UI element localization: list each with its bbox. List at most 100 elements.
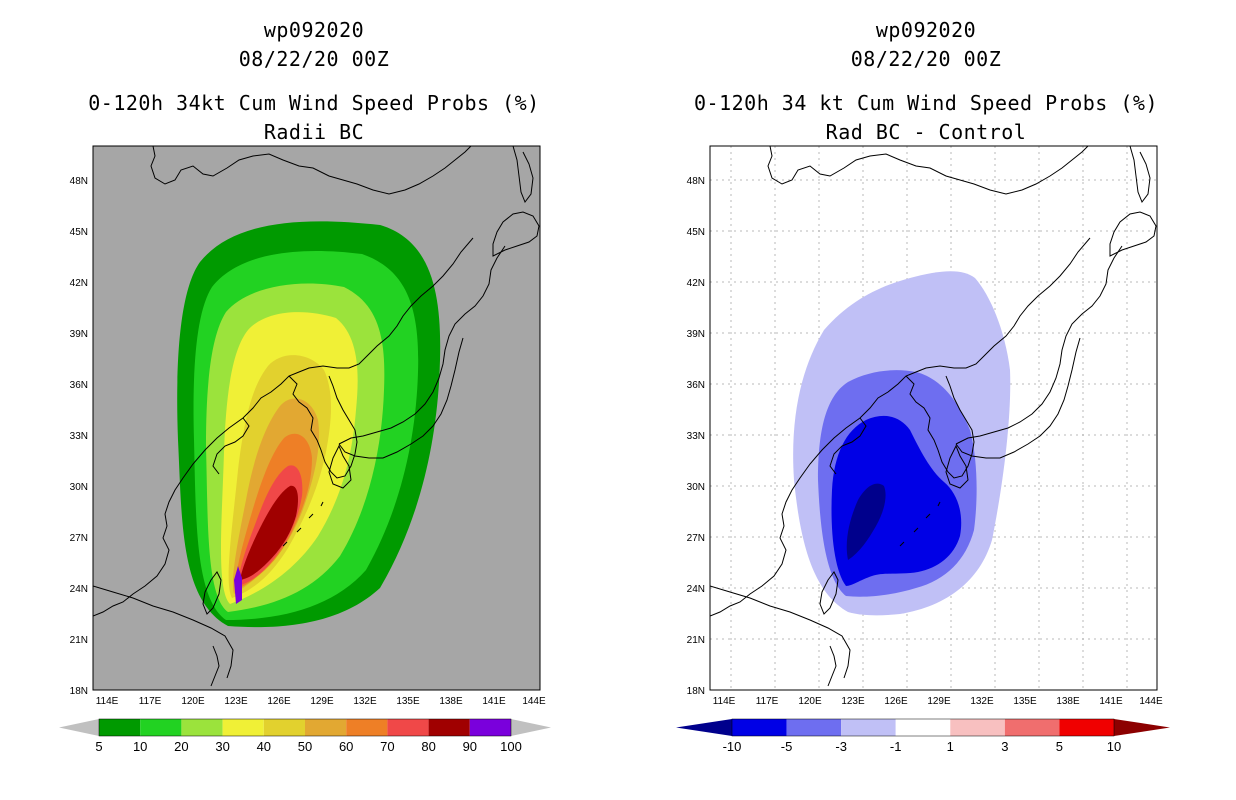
right-colorbar-swatch — [841, 719, 896, 736]
right-colorbar-label: 10 — [1107, 739, 1121, 754]
right-colorbar-label: -3 — [835, 739, 847, 754]
prob-90-contour — [234, 566, 242, 604]
lat-label: 27N — [70, 533, 88, 544]
right-storm-id: wp092020 — [875, 18, 977, 42]
right-colorbar-swatch — [786, 719, 842, 736]
lat-label: 27N — [687, 533, 705, 544]
lat-label: 30N — [70, 482, 88, 493]
lon-label: 129E — [927, 696, 951, 707]
left-colorbar-swatch — [387, 719, 429, 736]
lon-label: 138E — [1056, 696, 1080, 707]
right-colorbar-frame — [731, 718, 1115, 737]
lon-label: 114E — [96, 696, 119, 707]
right-title-line2: Rad BC - Control — [825, 120, 1027, 144]
right-colorbar-over-arrow — [1114, 719, 1170, 736]
lat-label: 45N — [687, 227, 705, 238]
left-colorbar-label: 90 — [463, 739, 477, 754]
lon-label: 114E — [713, 696, 736, 707]
lon-label: 135E — [1013, 696, 1037, 707]
lon-label: 135E — [396, 696, 420, 707]
left-probability-contours — [93, 146, 540, 687]
left-colorbar-frame — [98, 718, 512, 737]
right-lon-labels: 114E 117E 120E 123E 126E 129E 132E 135E … — [713, 696, 1163, 707]
right-colorbar-label: 5 — [1056, 739, 1063, 754]
left-lon-labels: 114E 117E 120E 123E 126E 129E 132E 135E … — [96, 696, 546, 707]
left-colorbar-swatch — [99, 719, 141, 736]
lat-label: 21N — [70, 635, 88, 646]
left-map — [92, 145, 541, 691]
left-map-frame — [92, 145, 541, 691]
lat-label: 33N — [687, 431, 705, 442]
left-colorbar-label: 70 — [380, 739, 394, 754]
lat-label: 18N — [687, 686, 705, 697]
lat-label: 18N — [70, 686, 88, 697]
lon-label: 126E — [267, 696, 291, 707]
lat-label: 21N — [687, 635, 705, 646]
left-colorbar-label: 100 — [500, 739, 522, 754]
lat-label: 42N — [687, 278, 705, 289]
right-colorbar-label: -10 — [723, 739, 742, 754]
lat-label: 36N — [687, 380, 705, 391]
lat-label: 48N — [687, 176, 705, 187]
right-colorbar-swatch — [895, 719, 951, 736]
lat-label: 33N — [70, 431, 88, 442]
lon-label: 141E — [1099, 696, 1123, 707]
lat-label: 48N — [70, 176, 88, 187]
lon-label: 129E — [310, 696, 334, 707]
lon-label: 120E — [181, 696, 205, 707]
left-colorbar-label: 60 — [339, 739, 353, 754]
left-colorbar-label: 50 — [298, 739, 312, 754]
right-colorbar-under-arrow — [676, 719, 732, 736]
right-colorbar-label: 1 — [947, 739, 954, 754]
prob-80-contour — [240, 485, 298, 580]
left-colorbar-label: 10 — [133, 739, 147, 754]
right-colorbar-swatch — [950, 719, 1005, 736]
left-colorbar-label: 5 — [95, 739, 102, 754]
right-colorbar-swatch — [732, 719, 787, 736]
left-colorbar-swatch — [140, 719, 182, 736]
right-map-frame — [709, 145, 1158, 691]
right-difference-contours — [710, 146, 1157, 690]
left-lat-labels: 48N 45N 42N 39N 36N 33N 30N 27N 24N 21N … — [70, 176, 88, 697]
lon-label: 132E — [353, 696, 377, 707]
right-datetime: 08/22/20 00Z — [850, 47, 1002, 71]
lon-label: 120E — [798, 696, 822, 707]
lon-label: 126E — [884, 696, 908, 707]
right-colorbar-label: 3 — [1001, 739, 1008, 754]
right-colorbar: -10 -5 -3 -1 1 3 5 10 — [676, 718, 1170, 754]
right-colorbar-swatch — [1004, 719, 1060, 736]
lon-label: 123E — [841, 696, 865, 707]
diff-minus10-contour — [846, 483, 886, 560]
lon-label: 132E — [970, 696, 994, 707]
left-colorbar-under-arrow — [59, 719, 99, 736]
left-title-line1: 0-120h 34kt Cum Wind Speed Probs (%) — [88, 91, 540, 115]
lat-label: 45N — [70, 227, 88, 238]
right-lat-labels: 48N 45N 42N 39N 36N 33N 30N 27N 24N 21N … — [687, 176, 705, 697]
lon-label: 141E — [482, 696, 506, 707]
right-colorbar-label: -5 — [781, 739, 793, 754]
right-map — [709, 145, 1158, 691]
left-colorbar-swatch — [428, 719, 470, 736]
lon-label: 138E — [439, 696, 463, 707]
lon-label: 144E — [1139, 696, 1163, 707]
left-datetime: 08/22/20 00Z — [238, 47, 390, 71]
lat-label: 39N — [70, 329, 88, 340]
right-colorbar-label: -1 — [890, 739, 902, 754]
left-colorbar-swatch — [305, 719, 347, 736]
lat-label: 39N — [687, 329, 705, 340]
left-title-line2: Radii BC — [263, 120, 365, 144]
right-title-line1: 0-120h 34 kt Cum Wind Speed Probs (%) — [693, 91, 1159, 115]
lat-label: 42N — [70, 278, 88, 289]
left-colorbar: 5 10 20 30 40 50 60 70 80 90 100 — [59, 718, 551, 754]
lon-label: 144E — [522, 696, 546, 707]
lon-label: 123E — [224, 696, 248, 707]
lat-label: 36N — [70, 380, 88, 391]
lon-label: 117E — [756, 696, 779, 707]
left-colorbar-swatch — [181, 719, 223, 736]
left-colorbar-swatch — [222, 719, 264, 736]
left-colorbar-label: 20 — [174, 739, 188, 754]
lon-label: 117E — [139, 696, 162, 707]
left-storm-id: wp092020 — [263, 18, 365, 42]
lat-label: 24N — [70, 584, 88, 595]
